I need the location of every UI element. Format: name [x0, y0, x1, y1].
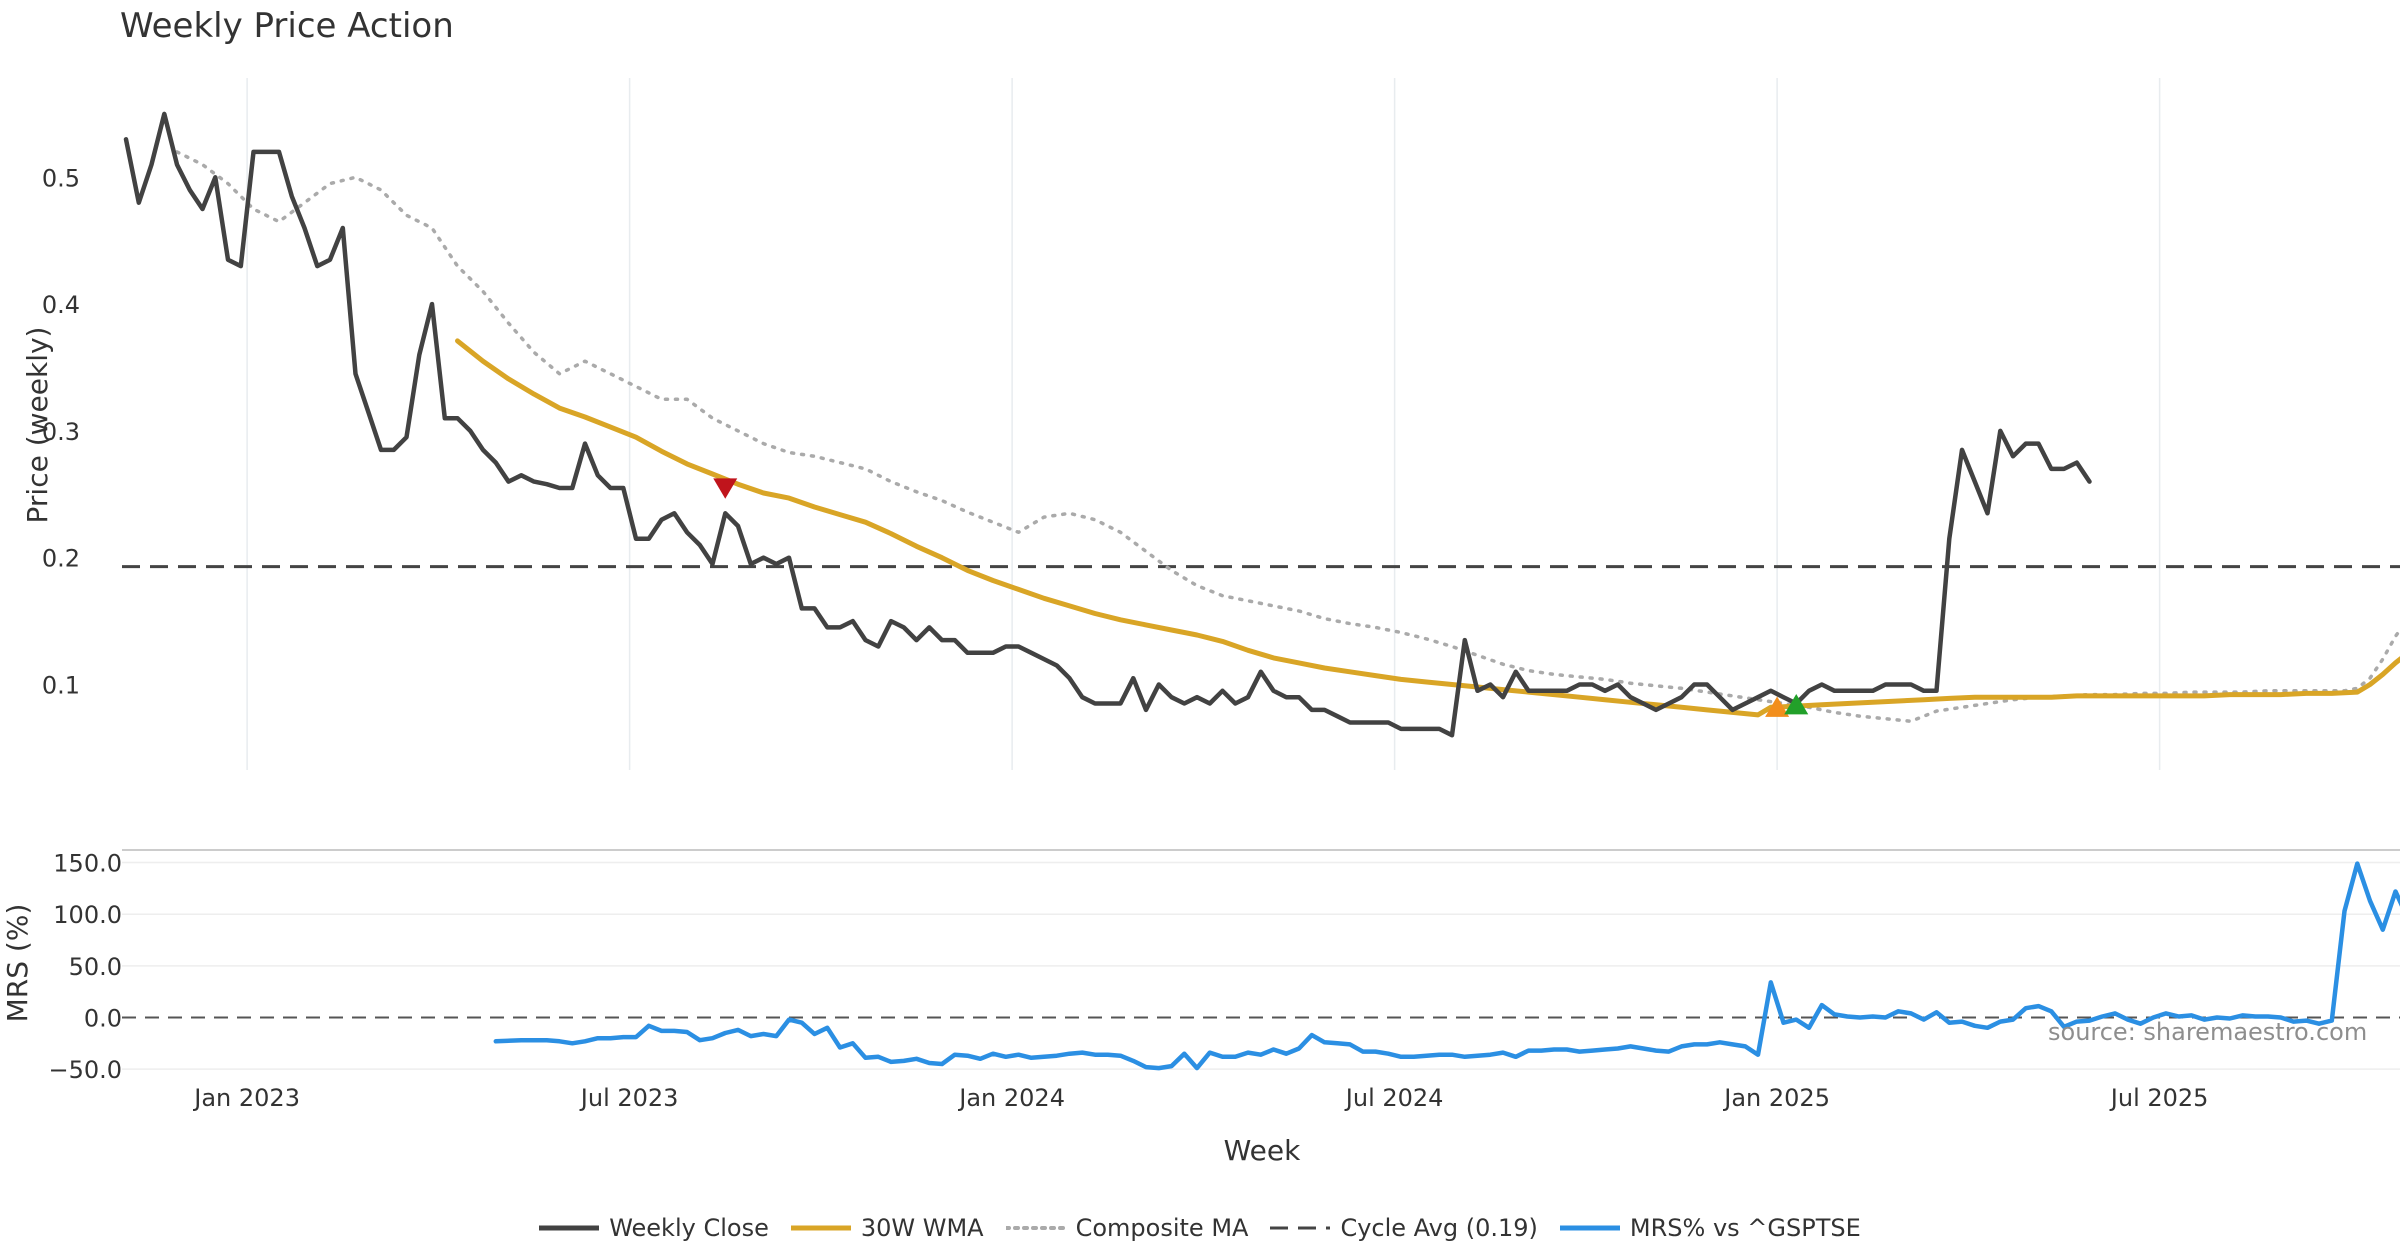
price-y-axis-title: Price (weekly): [21, 327, 54, 524]
price-y-tick-label: 0.2: [42, 545, 80, 573]
mrs-y-tick-label: 150.0: [53, 850, 122, 878]
x-axis-title: Week: [1224, 1134, 1301, 1167]
price-y-tick-label: 0.4: [42, 291, 80, 319]
price-y-tick-label: 0.3: [42, 418, 80, 446]
chart-legend: Weekly Close 30W WMA Composite MA Cycle …: [0, 1210, 2400, 1246]
legend-swatch-cycle-avg: [1270, 1226, 1331, 1230]
mrs-plot-group: [122, 861, 2400, 1071]
x-tick-label: Jan 2024: [957, 1084, 1065, 1112]
composite-ma-line: [175, 150, 2400, 724]
legend-label: 30W WMA: [860, 1214, 984, 1242]
buy-signal-marker: [1784, 693, 1809, 715]
x-tick-label: Jan 2025: [1722, 1084, 1830, 1112]
legend-item-composite-ma: Composite MA: [1005, 1214, 1249, 1242]
chart-area: 0.1 0.2 0.3 0.4 0.5 −50.0 0.0 50.0 100.0 150.0 Jan…: [1, 78, 2400, 1167]
legend-item-mrs: MRS% vs ^GSPTSE: [1559, 1214, 1861, 1242]
x-tick-label: Jul 2024: [1344, 1084, 1444, 1112]
price-plot-group: [122, 111, 2400, 738]
source-label: source: sharemaestro.com: [2048, 1018, 2368, 1046]
buy-signal-marker: [1765, 696, 1790, 717]
price-y-tick-label: 0.5: [42, 164, 80, 192]
price-y-tick-label: 0.1: [42, 672, 80, 700]
mrs-y-axis-title: MRS (%): [1, 904, 34, 1023]
legend-item-30w-wma: 30W WMA: [790, 1214, 984, 1242]
mrs-y-tick-label: 50.0: [69, 953, 122, 981]
x-tick-label: Jul 2025: [2109, 1084, 2209, 1112]
legend-item-weekly-close: Weekly Close: [539, 1214, 769, 1242]
legend-item-cycle-avg: Cycle Avg (0.19): [1270, 1214, 1538, 1242]
legend-label: Weekly Close: [609, 1214, 769, 1242]
chart-title: Weekly Price Action: [120, 6, 454, 46]
mrs-line: [493, 861, 2400, 1071]
legend-label: Composite MA: [1075, 1214, 1249, 1242]
mrs-y-tick-label: 0.0: [84, 1005, 122, 1033]
legend-swatch-weekly-close: [539, 1225, 600, 1231]
legend-swatch-composite-ma: [1005, 1226, 1066, 1230]
x-tick-label: Jan 2023: [192, 1084, 300, 1112]
sell-signal-marker: [713, 478, 738, 499]
legend-swatch-mrs: [1559, 1225, 1620, 1231]
weekly-close-line: [123, 111, 2092, 738]
legend-swatch-30w-wma: [790, 1225, 851, 1231]
mrs-y-tick-label: 100.0: [53, 901, 122, 929]
30w-wma-line: [455, 338, 2400, 718]
mrs-y-tick-label: −50.0: [48, 1056, 122, 1084]
legend-label: Cycle Avg (0.19): [1340, 1214, 1538, 1242]
legend-label: MRS% vs ^GSPTSE: [1629, 1214, 1861, 1242]
x-tick-label: Jul 2023: [579, 1084, 679, 1112]
